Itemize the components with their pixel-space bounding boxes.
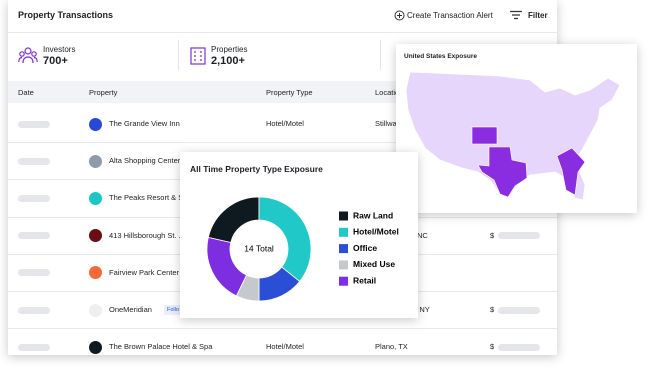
donut-card: All Time Property Type Exposure 14 Total… [180, 152, 418, 318]
stat-value: 700+ [43, 55, 68, 67]
property-avatar [89, 117, 102, 131]
location: Stillwa [375, 119, 397, 128]
date-placeholder [18, 194, 50, 202]
filter-button[interactable]: Filter [528, 11, 548, 20]
donut-title: All Time Property Type Exposure [190, 164, 323, 174]
donut-segment [207, 196, 260, 244]
price-currency: $ [490, 342, 495, 352]
donut-center-label: 14 Total [244, 243, 274, 253]
divider [178, 40, 179, 70]
filter-icon [510, 10, 522, 20]
card-title: Property Transactions [18, 10, 114, 20]
location: y, NY [412, 305, 430, 314]
column-header: Property [89, 88, 118, 97]
date-placeholder [18, 343, 50, 351]
price-placeholder [498, 232, 540, 240]
stat-label: Investors [43, 45, 76, 54]
price-placeholder [498, 343, 540, 351]
properties-icon [190, 47, 206, 65]
date-placeholder [18, 232, 50, 240]
plus-icon [394, 10, 405, 21]
legend-swatch [339, 227, 348, 237]
property-name: Alta Shopping Center [109, 156, 181, 166]
donut-chart: 14 Total Raw Land Hotel/Motel Office Mixed … [206, 196, 399, 302]
date-placeholder [18, 306, 50, 314]
price-placeholder [498, 306, 540, 314]
divider [380, 40, 381, 70]
map-title: United States Exposure [404, 53, 477, 60]
location: NC [417, 230, 428, 240]
property-avatar [89, 229, 102, 243]
date-placeholder [18, 120, 50, 128]
map-card: United States Exposure [396, 44, 637, 213]
column-header: Property Type [266, 88, 313, 97]
donut-segment [206, 236, 247, 297]
legend-label: Mixed Use [353, 259, 395, 269]
legend-label: Hotel/Motel [353, 227, 399, 237]
price-currency: $ [490, 305, 495, 314]
follow-tag: Follo [164, 305, 182, 315]
property-type: Hotel/Motel [266, 119, 304, 128]
legend-swatch [339, 211, 348, 221]
stat-value: 2,100+ [211, 55, 245, 67]
property-avatar [89, 340, 102, 354]
investors-icon [18, 47, 38, 64]
price-currency: $ [490, 230, 495, 240]
property-name: 413 Hillsborough St. ... [109, 230, 185, 240]
property-name: The Grande View Inn [109, 119, 180, 128]
legend-label: Raw Land [353, 210, 393, 220]
legend-swatch [339, 244, 348, 254]
property-name: The Peaks Resort & S [109, 193, 184, 203]
property-avatar [89, 303, 102, 317]
row-separator [8, 328, 557, 330]
legend-label: Office [353, 243, 377, 253]
property-name: Fairview Park Center [109, 267, 180, 277]
row-separator [8, 142, 557, 144]
property-avatar [89, 191, 102, 205]
date-placeholder [18, 157, 50, 165]
location: Plano, TX [375, 342, 408, 352]
property-avatar [89, 266, 102, 280]
column-header: Date [18, 88, 34, 97]
us-map [405, 71, 621, 201]
legend-swatch [339, 276, 348, 286]
property-type: Hotel/Motel [266, 342, 304, 352]
stat-label: Properties [211, 45, 248, 54]
legend-label: Retail [353, 275, 376, 285]
legend-swatch [339, 260, 348, 270]
property-avatar [89, 154, 102, 168]
column-header: Location [375, 88, 404, 97]
create-alert[interactable]: Create Transaction Alert [407, 11, 493, 20]
donut-segment [258, 196, 312, 282]
property-name: OneMeridian [109, 305, 152, 314]
property-name: The Brown Palace Hotel & Spa [109, 342, 213, 352]
date-placeholder [18, 269, 50, 277]
